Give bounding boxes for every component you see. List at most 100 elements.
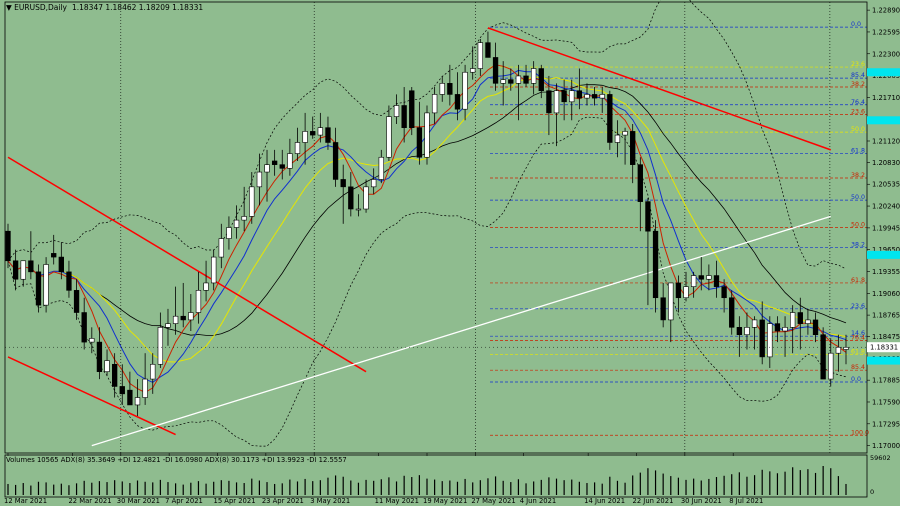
fibonacci-levels: 23.6 0.0 85.4 38.2 76.4 23.6 50.0 61.8 38.2 50.0 5… (490, 21, 869, 436)
price-tick-label: 1.17590 (872, 398, 900, 406)
date-tick-label: 8 Jul 2021 (729, 497, 763, 505)
price-tick-label: 1.22300 (872, 50, 900, 58)
bull-candle (203, 282, 209, 291)
downtrend-line (487, 27, 832, 151)
ohlc-values: 1.18347 1.18462 1.18209 1.18331 (72, 3, 203, 12)
bear-candle (35, 271, 42, 306)
downtrend-channel-lower (7, 356, 176, 436)
bull-candle (386, 116, 392, 158)
bull-candle (569, 90, 575, 103)
date-tick-label: 27 May 2021 (471, 497, 515, 505)
date-tick-label: 3 May 2021 (310, 497, 350, 505)
bear-candle (591, 94, 598, 99)
bear-candle (96, 341, 103, 372)
date-tick-label: 22 Mar 2021 (68, 497, 111, 505)
price-tick-label: 1.19650 (872, 246, 900, 254)
date-tick-label: 19 May 2021 (423, 497, 467, 505)
bear-candle (820, 334, 826, 380)
bull-candle (104, 360, 110, 372)
current-price-label: 1.18331 (870, 344, 898, 352)
price-tick-label: 1.19060 (872, 290, 900, 298)
fib-level-label: 38.2 (851, 241, 865, 248)
bull-candle (355, 208, 362, 211)
bear-candle (180, 315, 186, 321)
bull-candle (302, 131, 308, 143)
bear-candle (127, 389, 133, 406)
price-marker (867, 356, 900, 365)
bull-candle (43, 264, 49, 306)
bull-candle (241, 216, 247, 221)
date-tick-label: 12 Mar 2021 (4, 497, 47, 505)
bull-candle (157, 327, 164, 365)
bull-candle (500, 79, 506, 84)
bear-candle (561, 90, 567, 103)
bull-candle (782, 327, 788, 332)
bull-candle (614, 134, 621, 143)
bull-candle (790, 312, 796, 328)
date-tick-label: 11 May 2021 (375, 497, 419, 505)
bear-candle (637, 164, 643, 202)
symbol-header: ▼ EURUSD,Daily 1.18347 1.18462 1.18209 1.… (6, 3, 203, 12)
bear-candle (645, 201, 651, 232)
fib-level-label: 100.0 (851, 429, 869, 436)
bull-candle (249, 186, 255, 217)
axes: 1.228901.225951.223001.220051.217101.214… (4, 1, 900, 505)
bull-candle (668, 282, 674, 321)
bull-candle (317, 127, 324, 136)
fib-level-label: 23.6 (851, 61, 865, 68)
bear-candle (797, 312, 803, 324)
symbol-label: EURUSD,Daily (14, 3, 67, 12)
fib-level-label: 23.6 (851, 108, 865, 115)
bull-candle (424, 112, 430, 158)
bull-candle (477, 42, 483, 69)
bull-candle (264, 164, 270, 173)
bull-candle (439, 83, 445, 95)
bear-candle (721, 286, 727, 299)
bollinger-bands (7, 0, 847, 447)
fib-level-label: 38.2 (851, 81, 865, 88)
price-tick-label: 1.22890 (872, 7, 900, 15)
bull-candle (134, 397, 141, 406)
price-tick-label: 1.20240 (872, 203, 900, 211)
bull-candle (20, 260, 26, 280)
bear-candle (279, 164, 285, 169)
bear-candle (576, 90, 583, 99)
fib-level-label: 85.4 (851, 364, 865, 371)
bull-candle (188, 312, 194, 321)
bull-candle (431, 94, 438, 114)
bear-candle (416, 127, 423, 158)
trend-lines (7, 27, 832, 447)
main-frame (4, 1, 868, 454)
price-tick-label: 1.17295 (872, 420, 900, 428)
date-tick-label: 14 Jun 2021 (584, 497, 625, 505)
price-tick-label: 1.18475 (872, 333, 900, 341)
bull-candle (706, 275, 712, 280)
bull-candle (371, 179, 377, 188)
price-marker (867, 250, 900, 259)
bear-candle (485, 42, 491, 58)
bull-candle (470, 68, 476, 73)
bear-candle (698, 275, 704, 280)
grid (120, 2, 831, 453)
bull-candle (530, 68, 537, 84)
bull-candle (393, 105, 400, 117)
fib-level-label: 61.8 (851, 277, 865, 284)
bear-candle (675, 282, 682, 299)
bear-candle (652, 230, 659, 299)
bull-candle (744, 327, 750, 336)
current-price-tag (867, 342, 900, 353)
bull-candle (828, 352, 834, 380)
bear-candle (546, 90, 552, 114)
bear-candle (409, 90, 415, 128)
indicator-header: Volumes 10565 ADX(8) 35.3649 +DI 12.4821… (6, 456, 347, 464)
price-tick-label: 1.22595 (872, 28, 900, 36)
downtrend-channel-upper (7, 156, 367, 373)
bull-candle (287, 153, 293, 169)
bear-candle (736, 327, 743, 336)
bear-candle (508, 79, 514, 84)
bear-candle (759, 319, 765, 358)
lower-band (7, 116, 847, 447)
bull-candle (226, 227, 232, 239)
fib-level-label: 0.0 (851, 21, 861, 28)
